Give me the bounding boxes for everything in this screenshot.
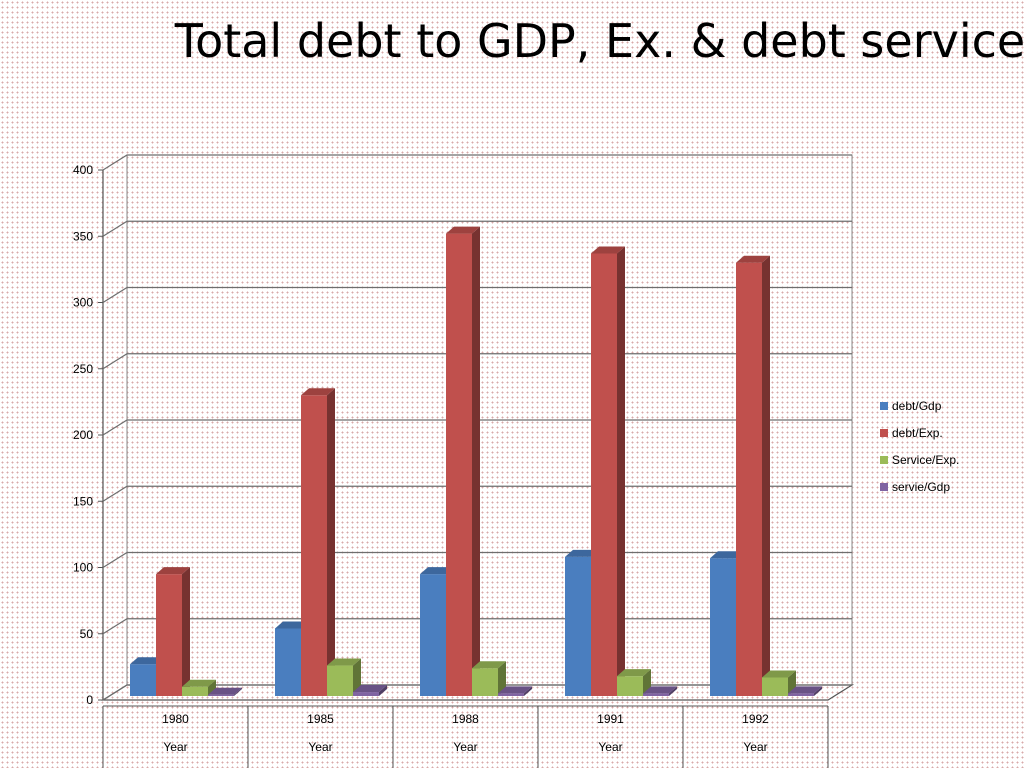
bar-top: [617, 669, 651, 677]
bar: [736, 262, 762, 696]
bars: [130, 226, 822, 696]
bar: [591, 253, 617, 696]
bar-top: [565, 549, 599, 557]
bar-top: [182, 679, 216, 687]
category-table: 1980 Year 1985 Year 1988 Year 1991 Year 1992 Year: [102, 705, 829, 768]
bar: [446, 233, 472, 696]
gridline: [102, 220, 852, 237]
bar: [617, 676, 643, 696]
x-tick-label: 1985: [307, 712, 334, 726]
y-tick-label: 0: [86, 693, 93, 707]
bar: [498, 693, 524, 696]
bar-side: [353, 658, 361, 696]
bar-top: [472, 661, 506, 669]
bar-side: [379, 685, 387, 696]
bar: [301, 395, 327, 696]
bar-top: [736, 255, 770, 263]
x-tick-label: 1980: [162, 712, 189, 726]
y-tick-label: 250: [73, 362, 93, 376]
y-tick-label: 100: [73, 561, 93, 575]
bar-side: [208, 679, 216, 696]
legend-label: debt/Gdp: [892, 399, 942, 413]
bar-side: [762, 255, 770, 696]
x-group-label: Year: [453, 740, 477, 754]
y-tick-label: 50: [80, 627, 94, 641]
x-group-label: Year: [598, 740, 622, 754]
bar-side: [327, 388, 335, 696]
bar-top: [327, 658, 361, 666]
x-group-label: Year: [308, 740, 332, 754]
bar-side: [182, 567, 190, 696]
bar-top: [353, 685, 387, 693]
bar-side: [814, 686, 822, 696]
x-tick-label: 1988: [452, 712, 479, 726]
bar: [710, 558, 736, 696]
bar: [327, 665, 353, 696]
y-tick-label: 400: [73, 163, 93, 177]
x-group-label: Year: [163, 740, 187, 754]
bar: [353, 692, 379, 696]
bar: [472, 668, 498, 696]
bar-top: [446, 226, 480, 234]
bar-top: [156, 567, 190, 575]
bar: [565, 556, 591, 696]
x-group-label: Year: [743, 740, 767, 754]
bar-side: [524, 686, 532, 696]
bar-top: [420, 567, 454, 575]
legend-swatch: [880, 429, 888, 437]
legend-swatch: [880, 456, 888, 464]
legend: debt/Gdp debt/Exp. Service/Exp. servie/Gdp: [880, 399, 959, 494]
bar-side: [472, 226, 480, 696]
y-axis-ticks: 0 50 100 150 200 250 300 350 400: [73, 163, 103, 707]
gridline: [102, 154, 852, 171]
bar: [420, 574, 446, 696]
y-tick-label: 300: [73, 296, 93, 310]
bar-top: [710, 551, 744, 559]
bar-top: [130, 657, 164, 665]
bar-top: [498, 686, 532, 694]
legend-label: debt/Exp.: [892, 426, 943, 440]
bar: [788, 693, 814, 696]
bar-top: [301, 388, 335, 396]
legend-swatch: [880, 402, 888, 410]
bar-top: [762, 670, 796, 678]
bar: [643, 693, 669, 696]
bar: [156, 574, 182, 696]
y-tick-label: 150: [73, 494, 93, 508]
bar-top: [208, 687, 242, 695]
bar-top: [275, 621, 309, 629]
bar-side: [234, 687, 242, 696]
bar: [208, 694, 234, 696]
bar: [762, 677, 788, 696]
legend-label: servie/Gdp: [892, 480, 950, 494]
y-tick-label: 350: [73, 229, 93, 243]
bar: [275, 628, 301, 696]
legend-label: Service/Exp.: [892, 453, 959, 467]
bar: [182, 686, 208, 696]
legend-swatch: [880, 483, 888, 491]
bar-side: [617, 246, 625, 696]
bar-side: [498, 661, 506, 696]
bar-top: [591, 246, 625, 254]
bar-side: [669, 686, 677, 696]
bar-top: [643, 686, 677, 694]
bar: [130, 664, 156, 696]
x-tick-label: 1991: [597, 712, 624, 726]
x-tick-label: 1992: [742, 712, 769, 726]
y-tick-label: 200: [73, 428, 93, 442]
bar-top: [788, 686, 822, 694]
chart-title: Total debt to GDP, Ex. & debt service: [174, 14, 1024, 68]
